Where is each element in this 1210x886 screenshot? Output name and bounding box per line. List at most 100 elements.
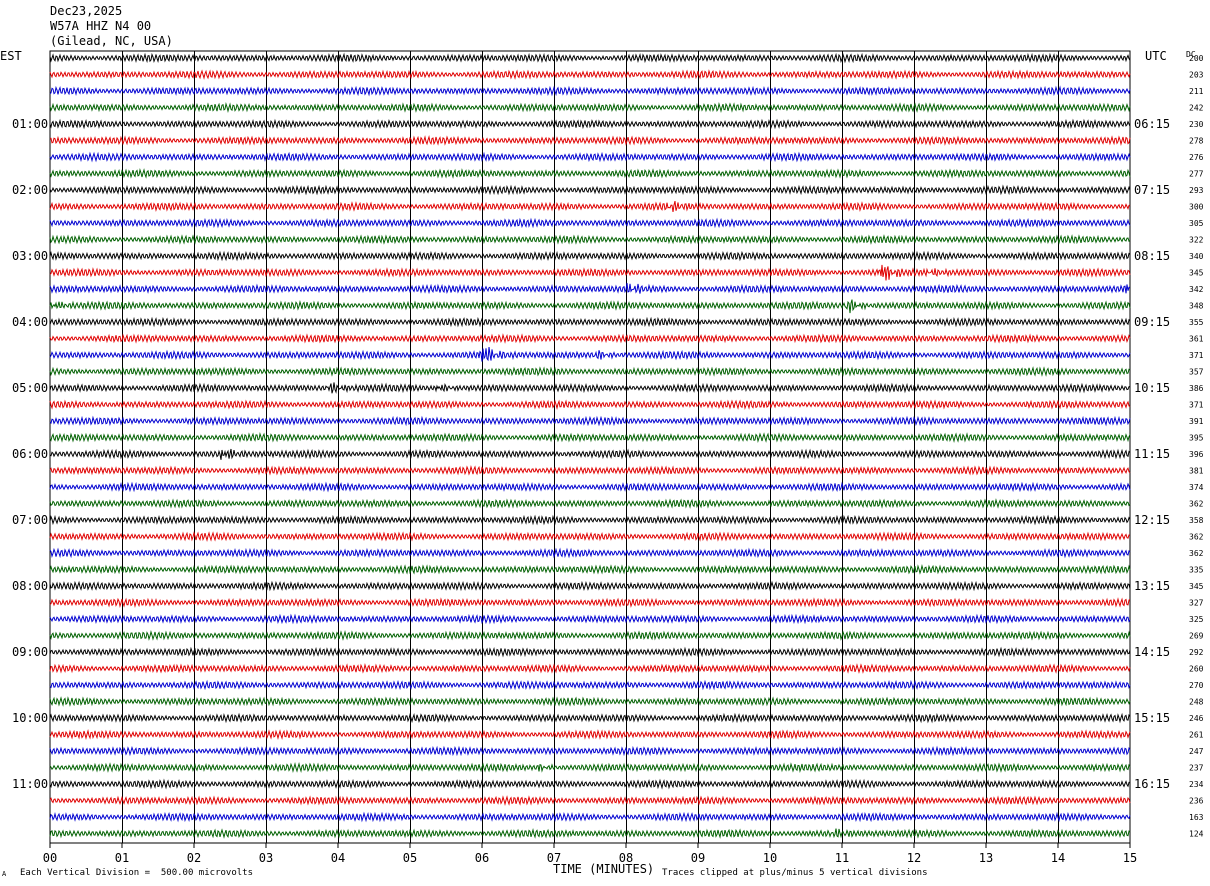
dc-offset-value: 395 bbox=[1189, 434, 1204, 443]
dc-offset-value: 211 bbox=[1189, 87, 1204, 96]
x-tick-label: 09 bbox=[691, 851, 705, 865]
trace-row-13 bbox=[49, 264, 1131, 281]
dc-offset-value: 300 bbox=[1189, 203, 1204, 212]
trace-row-34 bbox=[49, 613, 1131, 625]
trace-row-5 bbox=[49, 135, 1131, 146]
trace-row-25 bbox=[49, 465, 1131, 476]
left-timezone-label: EST bbox=[0, 49, 22, 63]
seismic-traces bbox=[49, 52, 1131, 839]
dc-offset-value: 248 bbox=[1189, 698, 1204, 707]
dc-offset-value: 362 bbox=[1189, 500, 1204, 509]
trace-row-41 bbox=[49, 729, 1131, 740]
trace-row-36 bbox=[49, 646, 1131, 658]
trace-row-40 bbox=[49, 712, 1131, 724]
dc-offset-value: 374 bbox=[1189, 483, 1204, 492]
clip-note: Traces clipped at plus/minus 5 vertical … bbox=[662, 868, 928, 878]
trace-row-11 bbox=[49, 234, 1131, 245]
trace-row-0 bbox=[49, 52, 1131, 64]
dc-offset-value: 322 bbox=[1189, 236, 1204, 245]
left-hour-label: 04:00 bbox=[12, 315, 48, 329]
trace-row-18 bbox=[49, 347, 1131, 362]
trace-row-26 bbox=[49, 481, 1131, 493]
x-tick-label: 14 bbox=[1051, 851, 1065, 865]
corner-mark: A bbox=[2, 870, 7, 878]
dc-offset-value: 203 bbox=[1189, 71, 1204, 80]
left-hour-label: 02:00 bbox=[12, 183, 48, 197]
dc-offset-value: 362 bbox=[1189, 549, 1204, 558]
trace-row-30 bbox=[49, 547, 1131, 559]
trace-row-6 bbox=[49, 151, 1131, 163]
x-tick-label: 06 bbox=[475, 851, 489, 865]
trace-row-38 bbox=[49, 679, 1131, 691]
x-tick-label: 08 bbox=[619, 851, 633, 865]
trace-row-19 bbox=[49, 366, 1131, 377]
trace-row-16 bbox=[49, 316, 1131, 328]
dc-offset-value: 355 bbox=[1189, 318, 1204, 327]
dc-offset-value: 234 bbox=[1189, 780, 1204, 789]
dc-offset-value: 200 bbox=[1189, 54, 1204, 63]
trace-row-10 bbox=[49, 217, 1131, 229]
trace-row-12 bbox=[49, 250, 1131, 262]
x-tick-label: 05 bbox=[403, 851, 417, 865]
trace-row-22 bbox=[49, 415, 1131, 427]
dc-offset-value: 247 bbox=[1189, 747, 1204, 756]
right-hour-label: 15:15 bbox=[1134, 711, 1170, 725]
x-tick-label: 04 bbox=[331, 851, 345, 865]
trace-row-43 bbox=[49, 762, 1131, 773]
right-timezone-label: UTC bbox=[1145, 49, 1167, 63]
trace-row-28 bbox=[49, 514, 1131, 526]
station-code: W57A HHZ N4 00 bbox=[50, 19, 152, 33]
right-hour-label: 13:15 bbox=[1134, 579, 1170, 593]
x-tick-label: 10 bbox=[763, 851, 777, 865]
right-hour-label: 10:15 bbox=[1134, 381, 1170, 395]
dc-offset-value: 345 bbox=[1189, 582, 1204, 591]
dc-offset-value: 261 bbox=[1189, 731, 1204, 740]
x-tick-label: 13 bbox=[979, 851, 993, 865]
dc-offset-value: 371 bbox=[1189, 401, 1204, 410]
trace-row-14 bbox=[49, 282, 1131, 295]
x-tick-label: 02 bbox=[187, 851, 201, 865]
dc-offset-value: 276 bbox=[1189, 153, 1204, 162]
trace-row-8 bbox=[49, 184, 1131, 196]
right-hour-label: 12:15 bbox=[1134, 513, 1170, 527]
trace-row-2 bbox=[49, 85, 1131, 97]
dc-offset-value: 269 bbox=[1189, 632, 1204, 641]
dc-offset-value: 230 bbox=[1189, 120, 1204, 129]
left-hour-label: 01:00 bbox=[12, 117, 48, 131]
right-hour-label: 08:15 bbox=[1134, 249, 1170, 263]
axis-labels: 00 01 02 03 04 05 06 07 08 09 10 11 12 13 14 15 01:00 02:… bbox=[12, 54, 1204, 865]
dc-offset-value: 357 bbox=[1189, 368, 1204, 377]
dc-offset-value: 362 bbox=[1189, 533, 1204, 542]
dc-offset-value: 335 bbox=[1189, 566, 1204, 575]
dc-offset-value: 292 bbox=[1189, 648, 1204, 657]
right-hour-label: 11:15 bbox=[1134, 447, 1170, 461]
dc-offset-value: 386 bbox=[1189, 384, 1204, 393]
dc-offset-value: 163 bbox=[1189, 813, 1204, 822]
x-tick-label: 03 bbox=[259, 851, 273, 865]
dc-offset-value: 381 bbox=[1189, 467, 1204, 476]
left-hour-label: 08:00 bbox=[12, 579, 48, 593]
left-hour-label: 10:00 bbox=[12, 711, 48, 725]
dc-offset-value: 358 bbox=[1189, 516, 1204, 525]
dc-offset-value: 236 bbox=[1189, 797, 1204, 806]
left-hour-label: 03:00 bbox=[12, 249, 48, 263]
x-tick-label: 11 bbox=[835, 851, 849, 865]
trace-row-32 bbox=[49, 580, 1131, 592]
trace-row-24 bbox=[49, 448, 1131, 460]
dc-offset-value: 278 bbox=[1189, 137, 1204, 146]
dc-offset-value: 391 bbox=[1189, 417, 1204, 426]
dc-offset-value: 277 bbox=[1189, 170, 1204, 179]
right-hour-label: 14:15 bbox=[1134, 645, 1170, 659]
trace-row-7 bbox=[49, 168, 1131, 179]
grid-lines bbox=[49, 50, 1131, 844]
trace-row-37 bbox=[49, 662, 1131, 674]
dc-offset-value: 340 bbox=[1189, 252, 1204, 261]
left-hour-label: 06:00 bbox=[12, 447, 48, 461]
trace-row-20 bbox=[49, 382, 1131, 394]
plot-frame bbox=[49, 50, 1131, 844]
trace-row-4 bbox=[49, 118, 1131, 130]
trace-row-3 bbox=[49, 102, 1131, 113]
dc-offset-value: 327 bbox=[1189, 599, 1204, 608]
dc-offset-value: 260 bbox=[1189, 665, 1204, 674]
x-tick-label: 15 bbox=[1123, 851, 1137, 865]
